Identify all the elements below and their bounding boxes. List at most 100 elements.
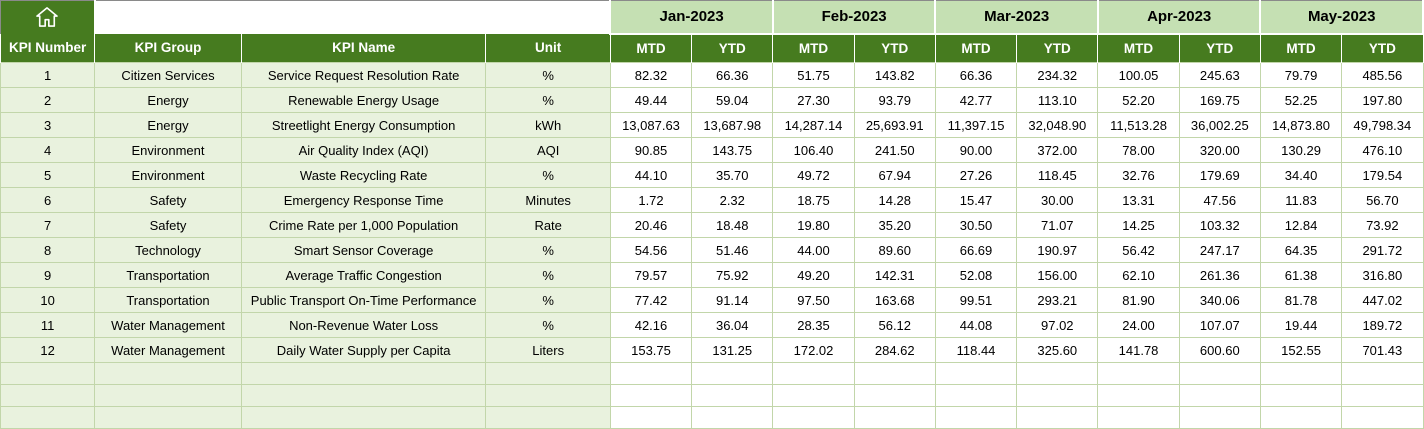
value-cell[interactable]: 11,513.28 <box>1097 112 1180 138</box>
value-cell[interactable]: 284.62 <box>853 337 936 363</box>
value-cell[interactable]: 20.46 <box>609 212 693 238</box>
empty-cell[interactable] <box>240 406 487 429</box>
value-cell[interactable]: 30.50 <box>934 212 1018 238</box>
empty-cell[interactable] <box>609 362 693 385</box>
value-cell[interactable]: 66.36 <box>691 62 774 88</box>
value-cell[interactable]: 14.25 <box>1097 212 1180 238</box>
empty-cell[interactable] <box>94 406 242 429</box>
sub-header-ytd[interactable]: YTD <box>853 33 936 63</box>
value-cell[interactable]: 179.69 <box>1178 162 1261 188</box>
kpi-group-cell[interactable]: Technology <box>94 237 242 263</box>
value-cell[interactable]: 14,873.80 <box>1259 112 1343 138</box>
kpi-group-cell[interactable]: Water Management <box>94 312 242 338</box>
value-cell[interactable]: 35.70 <box>691 162 774 188</box>
value-cell[interactable]: 30.00 <box>1016 187 1099 213</box>
value-cell[interactable]: 75.92 <box>691 262 774 288</box>
value-cell[interactable]: 54.56 <box>609 237 693 263</box>
value-cell[interactable]: 27.30 <box>772 87 855 113</box>
kpi-name-cell[interactable]: Renewable Energy Usage <box>240 87 487 113</box>
empty-cell[interactable] <box>1016 406 1099 429</box>
value-cell[interactable]: 82.32 <box>609 62 693 88</box>
value-cell[interactable]: 52.25 <box>1259 87 1343 113</box>
empty-cell[interactable] <box>1097 384 1180 407</box>
kpi-name-cell[interactable]: Service Request Resolution Rate <box>240 62 487 88</box>
kpi-group-cell[interactable]: Safety <box>94 187 242 213</box>
sub-header-mtd[interactable]: MTD <box>934 33 1018 63</box>
value-cell[interactable]: 79.57 <box>609 262 693 288</box>
value-cell[interactable]: 34.40 <box>1259 162 1343 188</box>
kpi-name-cell[interactable]: Crime Rate per 1,000 Population <box>240 212 487 238</box>
value-cell[interactable]: 62.10 <box>1097 262 1180 288</box>
value-cell[interactable]: 13.31 <box>1097 187 1180 213</box>
empty-cell[interactable] <box>94 384 242 407</box>
value-cell[interactable]: 42.77 <box>934 87 1018 113</box>
empty-cell[interactable] <box>1259 384 1343 407</box>
kpi-number-cell[interactable]: 3 <box>0 112 96 138</box>
value-cell[interactable]: 18.75 <box>772 187 855 213</box>
value-cell[interactable]: 118.44 <box>934 337 1018 363</box>
kpi-group-cell[interactable]: Energy <box>94 112 242 138</box>
value-cell[interactable]: 600.60 <box>1178 337 1261 363</box>
value-cell[interactable]: 100.05 <box>1097 62 1180 88</box>
empty-cell[interactable] <box>1016 362 1099 385</box>
value-cell[interactable]: 143.82 <box>853 62 936 88</box>
empty-cell[interactable] <box>691 406 774 429</box>
kpi-group-cell[interactable]: Energy <box>94 87 242 113</box>
value-cell[interactable]: 66.36 <box>934 62 1018 88</box>
empty-cell[interactable] <box>934 362 1018 385</box>
value-cell[interactable]: 179.54 <box>1341 162 1424 188</box>
value-cell[interactable]: 485.56 <box>1341 62 1424 88</box>
value-cell[interactable]: 234.32 <box>1016 62 1099 88</box>
value-cell[interactable]: 44.08 <box>934 312 1018 338</box>
value-cell[interactable]: 340.06 <box>1178 287 1261 313</box>
value-cell[interactable]: 13,687.98 <box>691 112 774 138</box>
value-cell[interactable]: 49.72 <box>772 162 855 188</box>
value-cell[interactable]: 35.20 <box>853 212 936 238</box>
empty-cell[interactable] <box>0 384 96 407</box>
unit-cell[interactable]: % <box>485 312 611 338</box>
value-cell[interactable]: 291.72 <box>1341 237 1424 263</box>
kpi-number-cell[interactable]: 1 <box>0 62 96 88</box>
column-header-kpi-name[interactable]: KPI Name <box>240 33 487 63</box>
unit-cell[interactable]: % <box>485 162 611 188</box>
value-cell[interactable]: 11.83 <box>1259 187 1343 213</box>
empty-cell[interactable] <box>853 406 936 429</box>
kpi-group-cell[interactable]: Environment <box>94 137 242 163</box>
empty-cell[interactable] <box>1341 384 1424 407</box>
value-cell[interactable]: 47.56 <box>1178 187 1261 213</box>
empty-cell[interactable] <box>772 384 855 407</box>
empty-cell[interactable] <box>609 406 693 429</box>
empty-cell[interactable] <box>1259 406 1343 429</box>
value-cell[interactable]: 32.76 <box>1097 162 1180 188</box>
value-cell[interactable]: 81.78 <box>1259 287 1343 313</box>
column-header-kpi-number[interactable]: KPI Number <box>0 33 96 63</box>
unit-cell[interactable]: % <box>485 262 611 288</box>
value-cell[interactable]: 163.68 <box>853 287 936 313</box>
value-cell[interactable]: 77.42 <box>609 287 693 313</box>
unit-cell[interactable]: Minutes <box>485 187 611 213</box>
value-cell[interactable]: 15.47 <box>934 187 1018 213</box>
value-cell[interactable]: 64.35 <box>1259 237 1343 263</box>
value-cell[interactable]: 42.16 <box>609 312 693 338</box>
value-cell[interactable]: 130.29 <box>1259 137 1343 163</box>
value-cell[interactable]: 169.75 <box>1178 87 1261 113</box>
empty-cell[interactable] <box>240 362 487 385</box>
value-cell[interactable]: 11,397.15 <box>934 112 1018 138</box>
value-cell[interactable]: 93.79 <box>853 87 936 113</box>
kpi-group-cell[interactable]: Safety <box>94 212 242 238</box>
value-cell[interactable]: 24.00 <box>1097 312 1180 338</box>
kpi-name-cell[interactable]: Waste Recycling Rate <box>240 162 487 188</box>
empty-cell[interactable] <box>1178 362 1261 385</box>
value-cell[interactable]: 152.55 <box>1259 337 1343 363</box>
empty-cell[interactable] <box>934 384 1018 407</box>
sub-header-ytd[interactable]: YTD <box>1178 33 1261 63</box>
month-header-feb-2023[interactable]: Feb-2023 <box>771 0 937 35</box>
kpi-number-cell[interactable]: 4 <box>0 137 96 163</box>
value-cell[interactable]: 19.44 <box>1259 312 1343 338</box>
empty-cell[interactable] <box>609 384 693 407</box>
value-cell[interactable]: 14.28 <box>853 187 936 213</box>
value-cell[interactable]: 52.08 <box>934 262 1018 288</box>
value-cell[interactable]: 447.02 <box>1341 287 1424 313</box>
value-cell[interactable]: 56.12 <box>853 312 936 338</box>
sub-header-mtd[interactable]: MTD <box>609 33 693 63</box>
